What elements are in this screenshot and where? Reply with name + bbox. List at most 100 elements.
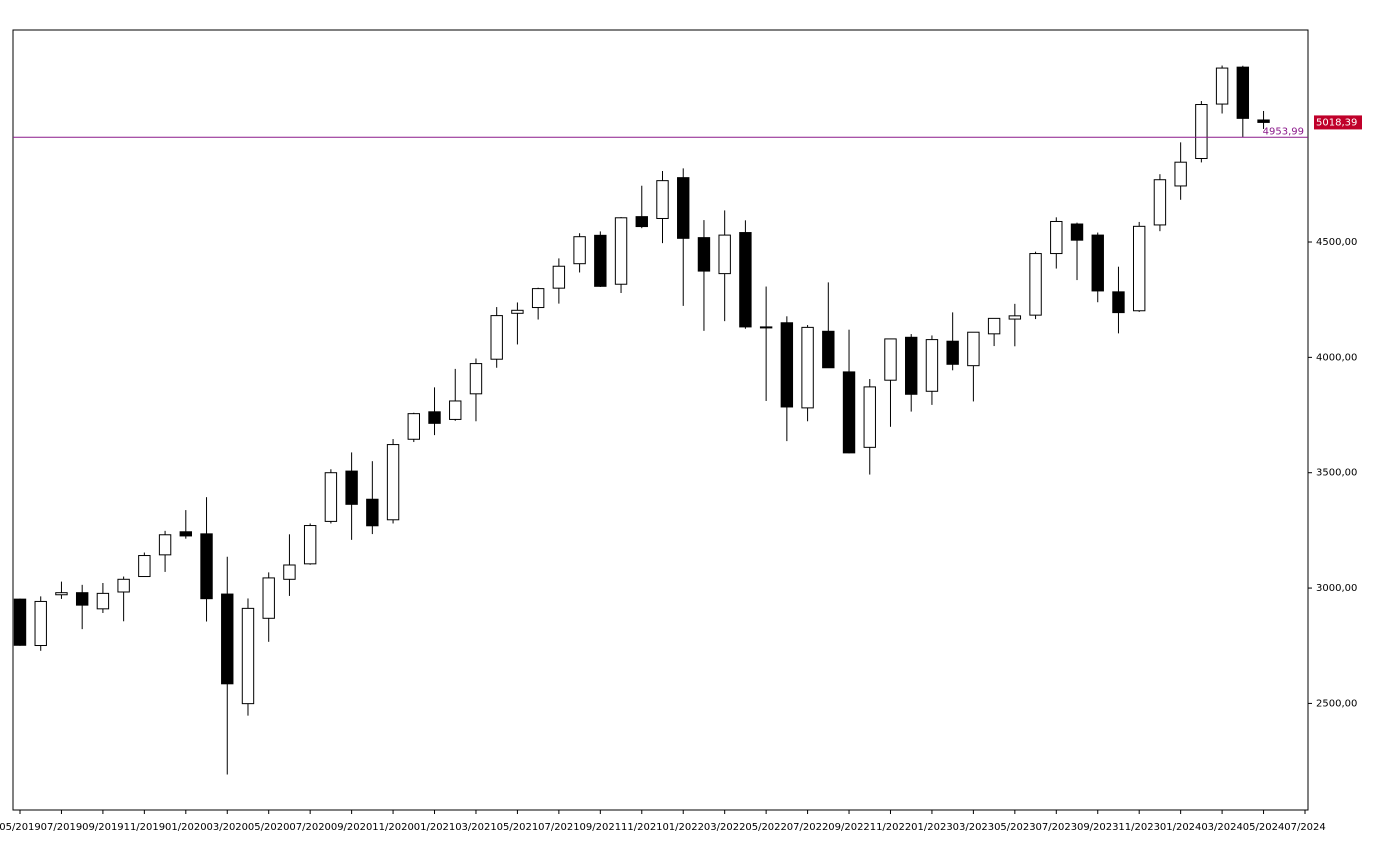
candle-body (13, 598, 27, 646)
candle-body (1153, 179, 1167, 226)
x-tick-label: 11/2023 (1118, 822, 1160, 833)
candle-body (967, 331, 980, 367)
candle-body (635, 216, 648, 228)
candle-body (386, 444, 400, 521)
candle-body (884, 338, 897, 381)
candle-body (822, 330, 835, 369)
x-tick-label: 03/2023 (953, 822, 995, 833)
candle-body (1215, 67, 1229, 105)
x-tick-label: 05/2023 (994, 822, 1036, 833)
candle-body (117, 578, 130, 593)
candle-body (801, 326, 814, 409)
candle-body (283, 564, 296, 580)
x-tick-label: 07/2019 (41, 822, 83, 833)
y-tick-label: 4000,00 (1316, 352, 1357, 363)
x-tick-label: 03/2022 (704, 822, 746, 833)
x-tick-label: 09/2020 (331, 822, 373, 833)
last-price-box (1314, 115, 1362, 130)
candle-body (531, 288, 545, 309)
candle-body (262, 577, 275, 619)
candle-body (407, 413, 420, 440)
x-tick-label: 09/2022 (828, 822, 870, 833)
x-tick-label: 05/2024 (1243, 822, 1285, 833)
x-tick-label: 01/2020 (165, 822, 207, 833)
candle-body (1112, 291, 1125, 314)
candle-body (905, 336, 918, 395)
candle-body (1174, 161, 1187, 187)
candle-body (179, 531, 193, 537)
candle-body (1070, 223, 1084, 241)
candle-body (594, 234, 607, 287)
candle-body (1029, 253, 1042, 316)
candle-body (1257, 119, 1270, 123)
x-tick-label: 11/2021 (621, 822, 663, 833)
candle-body (428, 411, 441, 424)
candle-body (842, 371, 856, 454)
candle-body (366, 498, 379, 527)
x-tick-label: 11/2022 (870, 822, 912, 833)
x-tick-label: 01/2021 (414, 822, 456, 833)
candle-body (324, 472, 338, 522)
candle-body (469, 363, 483, 395)
plot-frame (12, 29, 1309, 811)
x-tick-label: 09/2019 (82, 822, 124, 833)
candle-body (1008, 315, 1022, 320)
candle-body (946, 340, 959, 365)
candle-body (718, 234, 731, 275)
candle-body (863, 386, 876, 448)
candle-body (241, 607, 255, 705)
candle-body (303, 525, 317, 565)
candle-body (158, 534, 172, 556)
x-tick-label: 01/2024 (1160, 822, 1202, 833)
x-tick-label: 07/2023 (1036, 822, 1078, 833)
candle-body (1236, 66, 1250, 119)
candle-body (511, 309, 524, 314)
candle-body (1195, 104, 1208, 160)
y-tick-label: 3500,00 (1316, 468, 1357, 479)
candle-body (345, 470, 358, 505)
candle-body (1050, 220, 1063, 255)
y-tick-label: 4500,00 (1316, 237, 1357, 248)
candle-body (614, 217, 628, 285)
x-tick-label: 05/2021 (497, 822, 539, 833)
x-tick-label: 07/2021 (538, 822, 580, 833)
candle-body (1132, 225, 1146, 312)
x-tick-label: 05/2019 (0, 822, 41, 833)
x-tick-label: 09/2023 (1077, 822, 1119, 833)
x-tick-label: 07/2024 (1284, 822, 1326, 833)
candle-body (221, 593, 234, 685)
x-tick-label: 03/2020 (206, 822, 248, 833)
candle-body (987, 317, 1001, 335)
x-tick-label: 07/2020 (289, 822, 331, 833)
y-tick-label: 3000,00 (1316, 583, 1357, 594)
reference-label: 4953,99 (1263, 126, 1304, 137)
candle-body (552, 265, 566, 289)
candle-body (677, 177, 690, 239)
candle-body (656, 180, 669, 219)
candle-body (490, 315, 503, 360)
candle-body (200, 533, 213, 600)
x-tick-label: 01/2022 (662, 822, 704, 833)
y-tick-label: 2500,00 (1316, 698, 1357, 709)
candle-body (697, 237, 711, 272)
candle-body (1091, 234, 1104, 292)
x-tick-label: 05/2022 (745, 822, 787, 833)
x-tick-label: 07/2022 (787, 822, 829, 833)
x-tick-label: 09/2021 (580, 822, 622, 833)
candle-body (96, 592, 110, 610)
x-tick-label: 05/2020 (248, 822, 290, 833)
candle-body (34, 600, 47, 647)
x-tick-label: 11/2019 (124, 822, 166, 833)
candle-body (75, 592, 89, 606)
candle-body (55, 592, 68, 596)
x-tick-label: 11/2020 (372, 822, 414, 833)
candle-body (780, 322, 794, 408)
x-tick-label: 01/2023 (911, 822, 953, 833)
candle-body (573, 236, 586, 265)
last-price-label: 5018,39 (1316, 117, 1357, 128)
x-tick-label: 03/2021 (455, 822, 497, 833)
candle-body (925, 339, 939, 392)
candle-body (138, 555, 151, 578)
